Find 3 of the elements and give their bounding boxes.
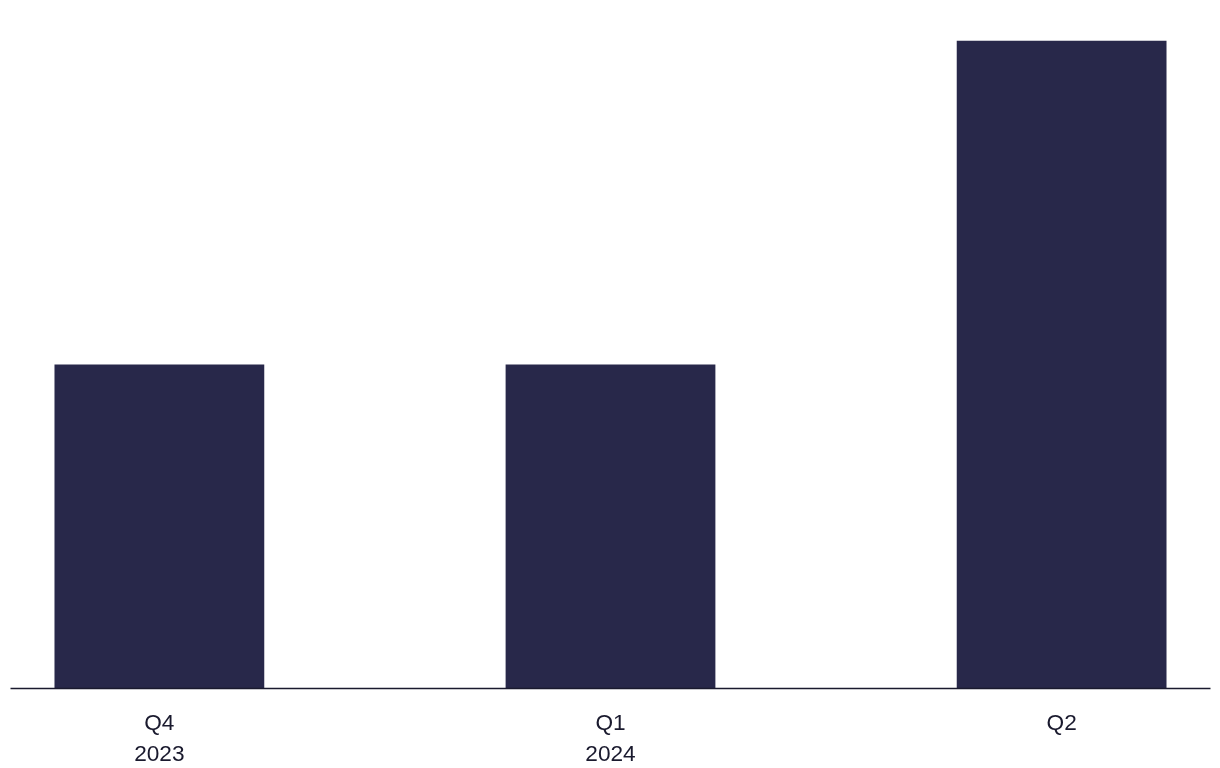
x-tick-label: Q4 2023 [134, 708, 185, 766]
x-tick-label: Q1 2024 [585, 708, 636, 766]
x-tick-label: Q2 [1046, 708, 1077, 735]
